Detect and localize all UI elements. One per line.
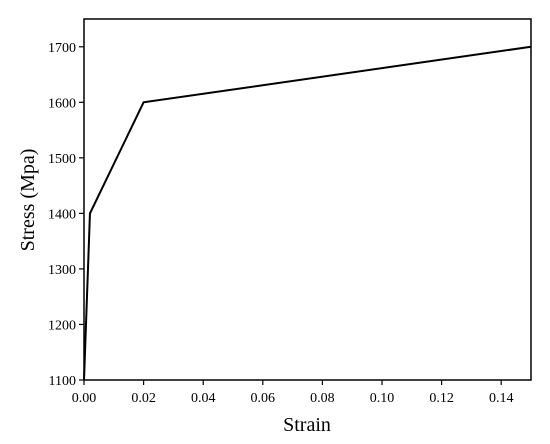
x-tick-label: 0.00 [72, 391, 97, 406]
y-tick-label: 1500 [48, 152, 76, 167]
x-tick-label: 0.06 [251, 391, 276, 406]
series-layer [83, 45, 532, 381]
x-tick-label: 0.04 [191, 391, 216, 406]
y-tick-label: 1400 [48, 207, 76, 222]
y-tick-label: 1300 [48, 263, 76, 278]
x-tick-label: 0.10 [370, 391, 395, 406]
x-axis-title: Strain [283, 414, 331, 436]
x-tick-label: 0.08 [310, 391, 335, 406]
y-axis-title: Stress (Mpa) [17, 149, 39, 252]
y-tick-label: 1600 [48, 96, 76, 111]
y-tick-label: 1200 [48, 318, 76, 333]
x-axis-ticks: 0.00 0.02 0.04 0.06 0.08 0.10 0.12 0.14 [72, 380, 514, 406]
y-tick-label: 1100 [49, 374, 76, 389]
y-axis-ticks: 1100 1200 1300 1400 1500 1600 1700 [48, 41, 84, 389]
x-tick-label: 0.12 [429, 391, 454, 406]
plot-frame [83, 18, 532, 381]
x-tick-label: 0.02 [131, 391, 156, 406]
series-line-0 [83, 45, 532, 381]
x-tick-label: 0.14 [489, 391, 514, 406]
y-tick-label: 1700 [48, 41, 76, 56]
